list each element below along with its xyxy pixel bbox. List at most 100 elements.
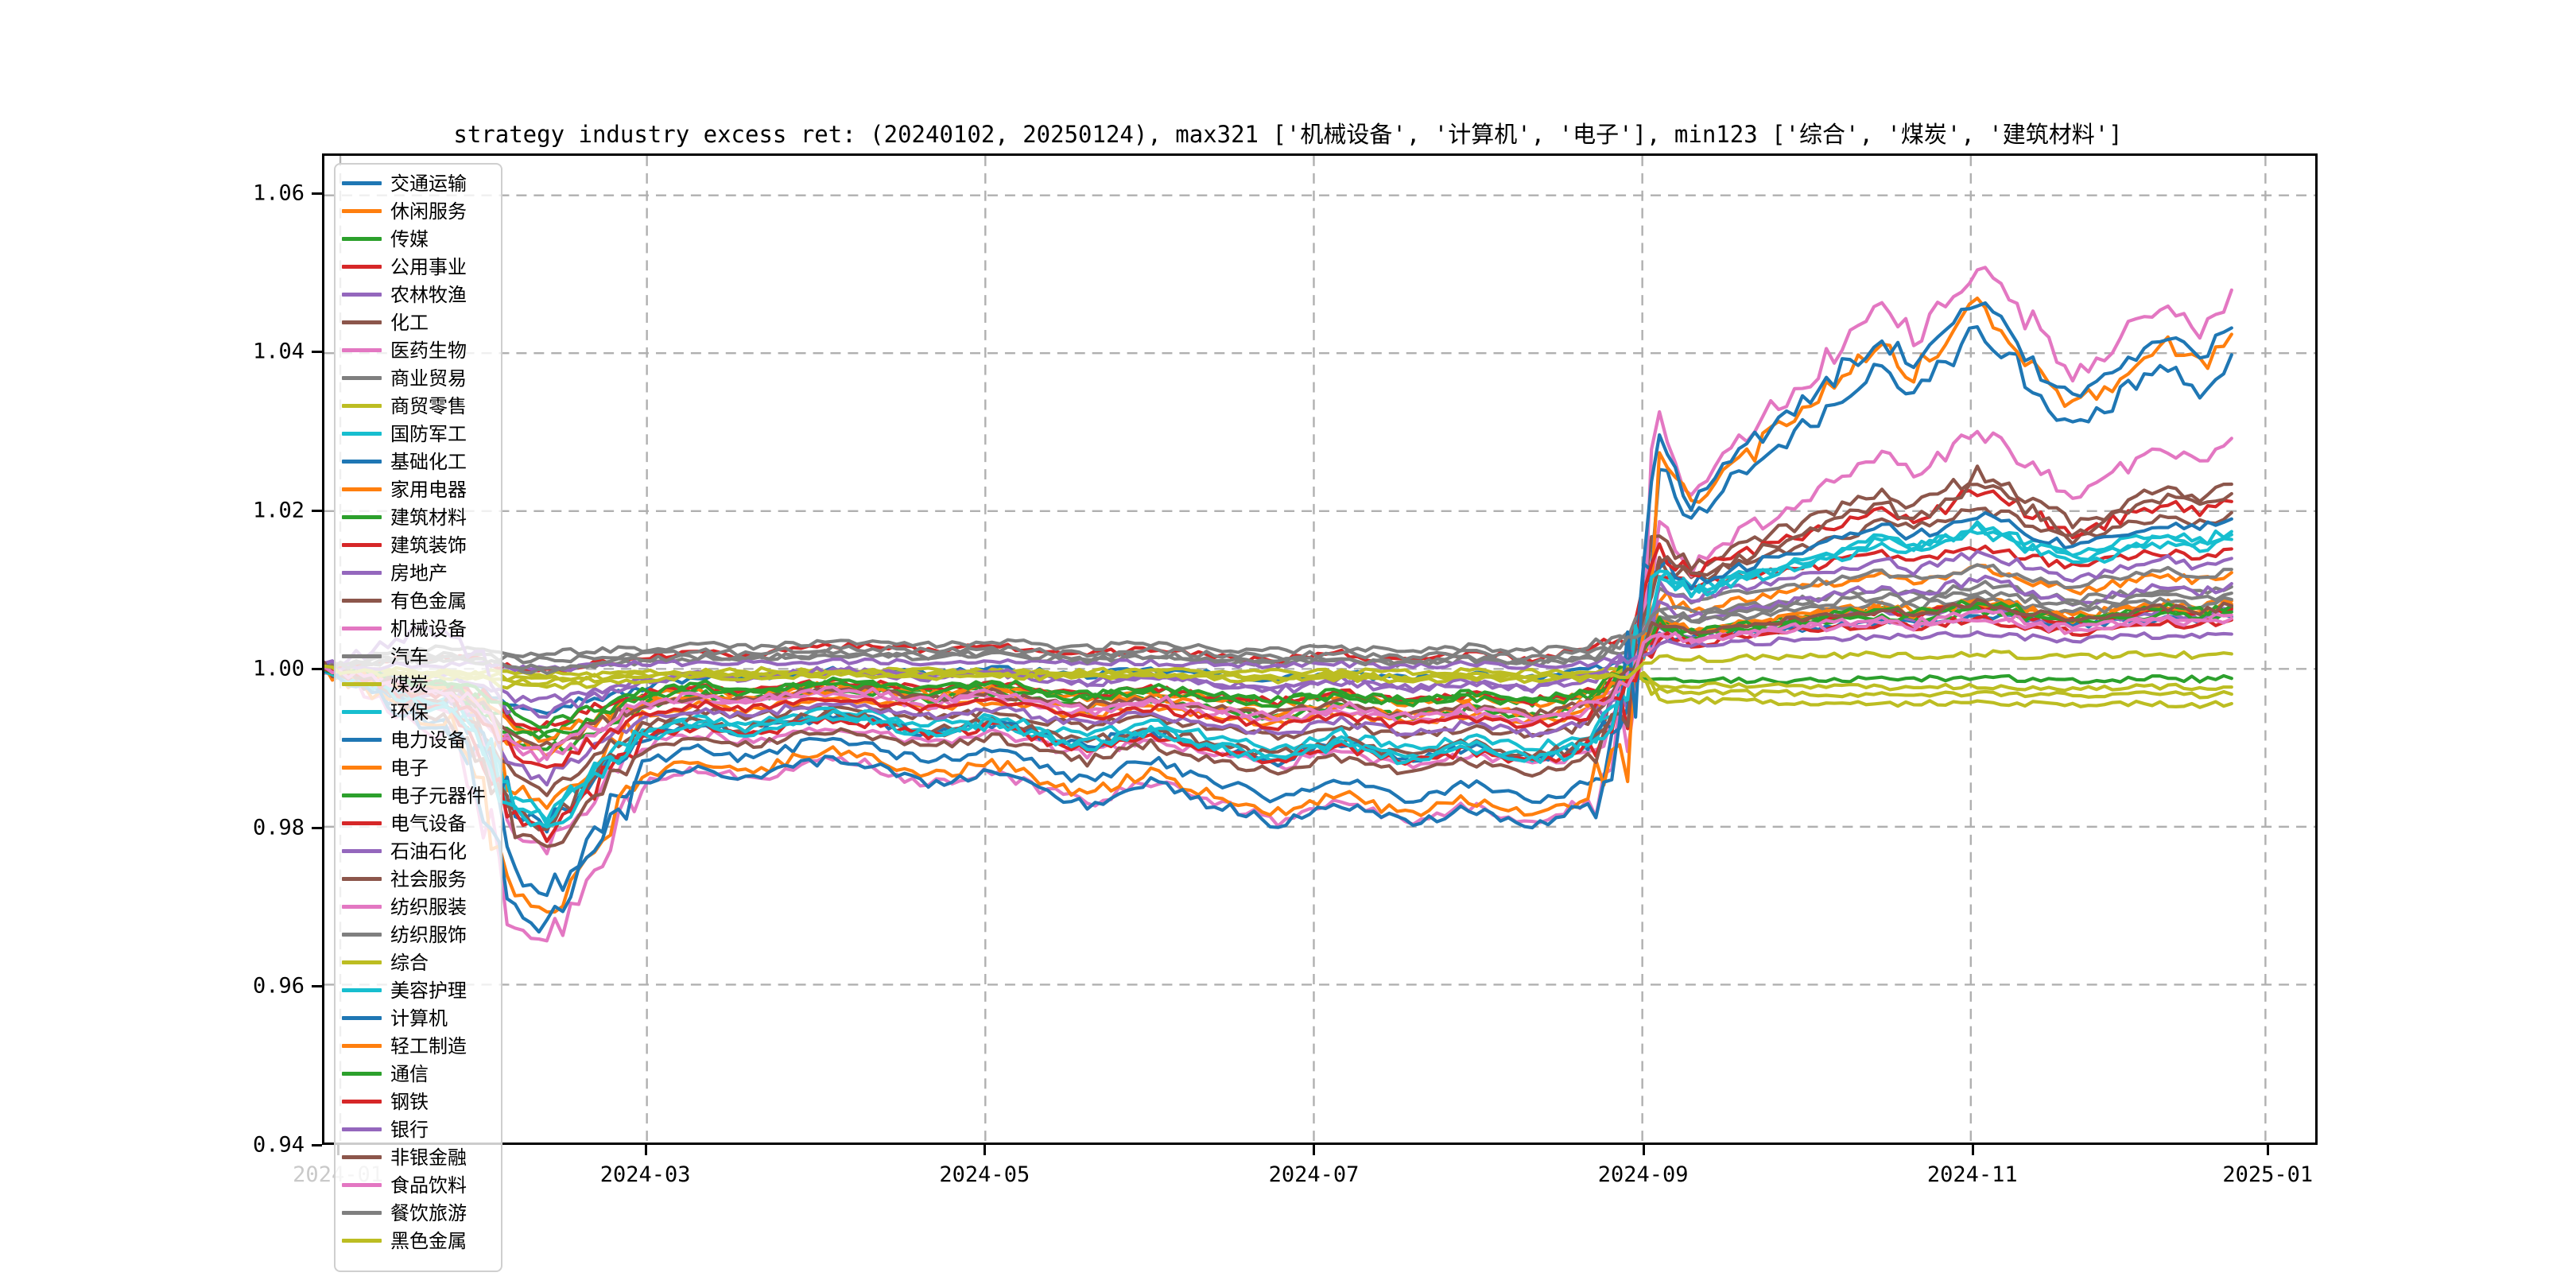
y-tick-label: 1.02 <box>252 498 305 523</box>
legend-color-swatch <box>342 320 382 324</box>
x-tick-mark <box>983 1145 987 1155</box>
legend-item[interactable]: 化工 <box>336 308 501 336</box>
legend-color-swatch <box>342 1211 382 1215</box>
legend-item[interactable]: 综合 <box>336 949 501 976</box>
legend-color-swatch <box>342 1239 382 1243</box>
legend-item[interactable]: 商业贸易 <box>336 364 501 392</box>
series-line <box>324 296 2233 914</box>
legend-color-swatch <box>342 181 382 185</box>
legend-item[interactable]: 有色金属 <box>336 587 501 615</box>
x-tick-label: 2024-05 <box>939 1162 1030 1187</box>
legend-item[interactable]: 纺织服饰 <box>336 921 501 949</box>
y-tick-mark <box>312 668 322 671</box>
legend-color-swatch <box>342 460 382 464</box>
legend-item[interactable]: 电气设备 <box>336 809 501 837</box>
legend-item[interactable]: 休闲服务 <box>336 197 501 225</box>
legend-item-label: 建筑装饰 <box>390 533 467 557</box>
series-line <box>324 522 2233 829</box>
legend-item[interactable]: 电力设备 <box>336 726 501 754</box>
legend-item[interactable]: 美容护理 <box>336 976 501 1004</box>
legend-item[interactable]: 医药生物 <box>336 336 501 364</box>
legend-item-label: 煤炭 <box>390 673 429 696</box>
legend[interactable]: 交通运输 休闲服务 传媒 公用事业 农林牧渔 化工 医药生物商业贸易 商贸零售 国防军工 基础化工… <box>334 163 502 1272</box>
legend-item[interactable]: 计算机 <box>336 1004 501 1032</box>
legend-color-swatch <box>342 487 382 491</box>
legend-color-swatch <box>342 821 382 825</box>
legend-color-swatch <box>342 432 382 436</box>
x-tick-label: 2024-09 <box>1597 1162 1689 1187</box>
legend-item-label: 环保 <box>390 700 429 724</box>
legend-item-label: 非银金融 <box>390 1146 467 1169</box>
legend-item[interactable]: 钢铁 <box>336 1088 501 1115</box>
legend-item[interactable]: 传媒 <box>336 225 501 253</box>
legend-item[interactable]: 银行 <box>336 1115 501 1143</box>
legend-item[interactable]: 石油石化 <box>336 837 501 865</box>
legend-item[interactable]: 机械设备 <box>336 615 501 642</box>
legend-color-swatch <box>342 933 382 937</box>
legend-color-swatch <box>342 1100 382 1104</box>
legend-color-swatch <box>342 515 382 519</box>
legend-item[interactable]: 房地产 <box>336 559 501 587</box>
series-line <box>324 510 2233 834</box>
legend-item[interactable]: 纺织服装 <box>336 893 501 921</box>
legend-item[interactable]: 通信 <box>336 1060 501 1088</box>
x-tick-label: 2024-03 <box>599 1162 691 1187</box>
series-line <box>324 597 2233 749</box>
y-tick-mark <box>312 985 322 988</box>
y-tick-label: 1.04 <box>252 339 305 364</box>
legend-item-label: 银行 <box>390 1118 429 1141</box>
legend-color-swatch <box>342 293 382 297</box>
legend-item[interactable]: 电子 <box>336 754 501 782</box>
legend-item[interactable]: 电子元器件 <box>336 782 501 809</box>
legend-color-swatch <box>342 599 382 603</box>
legend-item[interactable]: 黑色金属 <box>336 1227 501 1255</box>
legend-item-label: 商业贸易 <box>390 367 467 390</box>
legend-item[interactable]: 建筑装饰 <box>336 531 501 559</box>
y-tick-mark <box>312 826 322 829</box>
legend-item-label: 钢铁 <box>390 1090 429 1113</box>
legend-item-label: 社会服务 <box>390 867 467 890</box>
series-line <box>324 665 2233 709</box>
grid-lines <box>324 156 2315 1143</box>
series-line <box>324 301 2233 934</box>
legend-color-swatch <box>342 654 382 658</box>
legend-item[interactable]: 基础化工 <box>336 448 501 475</box>
legend-item[interactable]: 社会服务 <box>336 865 501 893</box>
legend-color-swatch <box>342 877 382 881</box>
legend-item[interactable]: 商贸零售 <box>336 392 501 420</box>
series-line <box>324 506 2233 797</box>
series-line <box>324 483 2233 848</box>
legend-item-label: 家用电器 <box>390 478 467 501</box>
legend-item[interactable]: 汽车 <box>336 642 501 670</box>
series-line <box>324 599 2233 760</box>
legend-item-label: 黑色金属 <box>390 1229 467 1252</box>
legend-color-swatch <box>342 988 382 992</box>
legend-item[interactable]: 家用电器 <box>336 475 501 503</box>
series-line <box>324 665 2233 692</box>
legend-item[interactable]: 食品饮料 <box>336 1171 501 1199</box>
legend-color-swatch <box>342 1127 382 1131</box>
legend-item[interactable]: 轻工制造 <box>336 1032 501 1060</box>
legend-item[interactable]: 建筑材料 <box>336 503 501 531</box>
x-tick-label: 2024-11 <box>1926 1162 2018 1187</box>
legend-item[interactable]: 餐饮旅游 <box>336 1199 501 1227</box>
legend-item-label: 建筑材料 <box>390 506 467 529</box>
legend-color-swatch <box>342 682 382 686</box>
legend-color-swatch <box>342 738 382 742</box>
legend-item-label: 石油石化 <box>390 840 467 863</box>
legend-item-label: 计算机 <box>390 1007 448 1030</box>
legend-item-label: 纺织服装 <box>390 895 467 918</box>
legend-color-swatch <box>342 766 382 770</box>
legend-item-label: 美容护理 <box>390 979 467 1002</box>
legend-item[interactable]: 国防军工 <box>336 420 501 448</box>
legend-item[interactable]: 农林牧渔 <box>336 281 501 308</box>
legend-item[interactable]: 交通运输 <box>336 169 501 197</box>
legend-item[interactable]: 环保 <box>336 698 501 726</box>
legend-item[interactable]: 公用事业 <box>336 253 501 281</box>
legend-item[interactable]: 非银金融 <box>336 1143 501 1171</box>
legend-item[interactable]: 煤炭 <box>336 670 501 698</box>
y-tick-label: 0.96 <box>252 973 305 999</box>
legend-item-label: 通信 <box>390 1062 429 1085</box>
legend-color-swatch <box>342 1183 382 1187</box>
